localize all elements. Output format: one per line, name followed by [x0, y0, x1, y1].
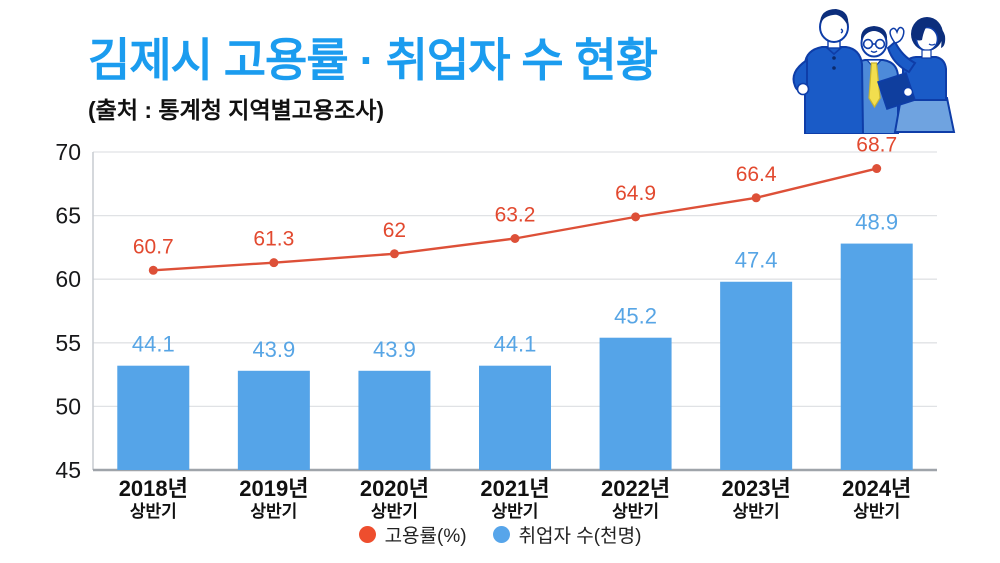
line-point-2021년 [510, 233, 520, 243]
y-tick-label-45: 45 [55, 457, 81, 483]
legend-label-employment-rate: 고용률(%) [384, 526, 467, 547]
line-point-2022년 [631, 212, 641, 222]
bar-value-label-2020년: 43.9 [373, 337, 416, 362]
page-title: 김제시 고용률 · 취업자 수 현황 [88, 34, 658, 86]
line-value-label-2020년: 62 [383, 219, 406, 242]
legend-item-employed-count: 취업자 수(천명) [492, 521, 642, 548]
x-label-2021년: 2021년 [480, 476, 549, 501]
legend-dot-employment-rate [358, 526, 376, 543]
bar-2020년 [358, 370, 431, 470]
x-sublabel-2023년: 상반기 [733, 502, 780, 521]
bar-value-label-2023년: 47.4 [735, 248, 778, 273]
bar-2021년 [479, 365, 551, 470]
x-sublabel-2019년: 상반기 [250, 502, 297, 521]
people-illustration [783, 2, 973, 135]
x-label-2024년: 2024년 [842, 476, 911, 501]
y-tick-label-65: 65 [55, 203, 81, 229]
x-sublabel-2022년: 상반기 [612, 502, 659, 521]
x-label-2018년: 2018년 [119, 476, 188, 501]
y-tick-label-60: 60 [55, 266, 81, 292]
legend-label-employed-count: 취업자 수(천명) [518, 526, 642, 547]
line-value-label-2023년: 66.4 [736, 163, 777, 186]
legend-dot-employed-count [492, 526, 510, 543]
people-illustration-svg [792, 9, 956, 135]
line-value-label-2018년: 60.7 [133, 235, 174, 258]
x-sublabel-2020년: 상반기 [371, 502, 418, 521]
bar-value-label-2024년: 48.9 [855, 210, 898, 235]
line-value-label-2019년: 61.3 [253, 228, 294, 251]
y-tick-label-55: 55 [55, 330, 81, 356]
line-point-2024년 [872, 164, 882, 174]
x-label-2023년: 2023년 [722, 476, 791, 501]
y-tick-label-50: 50 [55, 393, 81, 419]
source-note: (출처 : 통계청 지역별고용조사) [88, 97, 385, 123]
x-label-2019년: 2019년 [239, 476, 308, 501]
bar-value-label-2022년: 45.2 [614, 304, 657, 329]
bar-2022년 [599, 337, 672, 470]
line-value-label-2024년: 68.7 [856, 134, 897, 157]
chart-legend: 고용률(%) 취업자 수(천명) [0, 521, 1000, 548]
bar-value-label-2019년: 43.9 [252, 337, 295, 362]
y-tick-label-70: 70 [55, 139, 81, 165]
legend-item-employment-rate: 고용률(%) [358, 521, 467, 548]
bar-2019년 [237, 370, 310, 470]
x-sublabel-2018년: 상반기 [130, 502, 177, 521]
line-point-2023년 [751, 193, 761, 203]
bar-2024년 [840, 243, 913, 470]
x-label-2020년: 2020년 [360, 476, 429, 501]
line-value-label-2022년: 64.9 [615, 182, 656, 205]
illustration-man-left [792, 9, 865, 135]
x-sublabel-2021년: 상반기 [492, 502, 539, 521]
bar-value-label-2018년: 44.1 [132, 332, 175, 357]
x-label-2022년: 2022년 [601, 476, 670, 501]
bar-2018년 [117, 365, 190, 470]
illustration-woman-right [877, 17, 956, 133]
line-point-2018년 [148, 265, 158, 275]
bar-value-label-2021년: 44.1 [494, 332, 537, 357]
line-point-2019년 [269, 258, 279, 268]
line-value-label-2021년: 63.2 [495, 203, 536, 226]
line-point-2020년 [389, 249, 399, 259]
bar-2023년 [720, 281, 793, 470]
x-sublabel-2024년: 상반기 [853, 502, 900, 521]
